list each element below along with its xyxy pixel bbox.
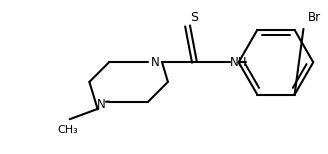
- Text: S: S: [191, 11, 198, 24]
- Text: CH₃: CH₃: [57, 125, 78, 135]
- Text: N: N: [151, 56, 159, 69]
- Text: Br: Br: [308, 11, 321, 24]
- Text: NH: NH: [230, 56, 247, 69]
- Text: N: N: [97, 98, 106, 111]
